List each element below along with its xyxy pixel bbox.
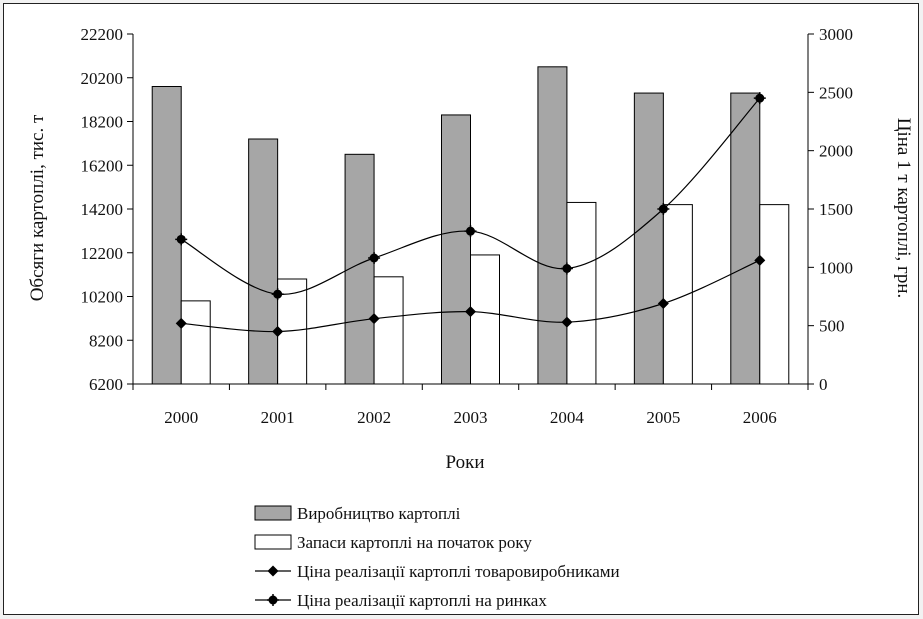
bar-stocks: [566, 201, 597, 385]
x-tick-label: 2000: [164, 408, 198, 427]
legend-marker-cross: [267, 594, 279, 606]
y-axis-right-title: Ціна 1 т картоплі, грн.: [893, 118, 914, 298]
legend-label: Виробництво картоплі: [297, 504, 461, 523]
y-left-tick-label: 18200: [81, 113, 124, 132]
bar-production: [248, 138, 279, 385]
bar-production: [537, 66, 568, 385]
x-axis-title: Роки: [446, 452, 485, 473]
legend-label: Ціна реалізації картоплі товаровиробника…: [297, 562, 620, 581]
y-right-tick-label: 1000: [819, 258, 853, 277]
point-market-price-cross: [560, 262, 573, 275]
legend-swatch: [254, 505, 292, 521]
bar-stocks: [180, 300, 211, 385]
bar-stocks: [759, 204, 790, 385]
x-tick-label: 2002: [357, 408, 391, 427]
point-market-price-cross: [175, 233, 188, 246]
bar-production: [151, 86, 182, 385]
legend: Виробництво картоплі Запаси картоплі на п…: [254, 504, 620, 610]
point-market-price-cross: [753, 92, 766, 105]
y-left-tick-label: 8200: [89, 331, 123, 350]
point-market-price-cross: [271, 288, 284, 301]
y-left-tick-label: 22200: [81, 25, 124, 44]
legend-label: Ціна реалізації картоплі на ринках: [297, 591, 547, 610]
legend-marker: [267, 565, 279, 577]
bar-production: [441, 114, 471, 385]
y-left-tick-label: 16200: [81, 156, 124, 175]
point-market-price-cross: [368, 252, 381, 264]
point-producer-price: [368, 313, 380, 325]
point-producer-price: [657, 298, 669, 309]
point-market-price-cross: [464, 225, 477, 238]
y-right-tick-label: 3000: [819, 25, 853, 44]
bar-production: [730, 92, 761, 385]
point-producer-price: [175, 317, 187, 329]
x-tick-label: 2003: [454, 408, 488, 427]
bar-production: [633, 92, 664, 385]
point-producer-price: [561, 316, 573, 328]
y-axis-left-title: Обсяги картоплі, тис. т: [27, 114, 48, 301]
y-left-tick-label: 14200: [81, 200, 124, 219]
y-right-tick-label: 0: [819, 375, 828, 394]
y-right-tick-label: 2500: [819, 83, 853, 102]
point-producer-price: [465, 306, 476, 318]
bar-stocks: [470, 254, 500, 385]
legend-swatch: [254, 534, 292, 550]
x-tick-label: 2004: [550, 408, 585, 427]
legend-label: Запаси картоплі на початок року: [297, 533, 532, 552]
x-tick-label: 2005: [646, 408, 680, 427]
y-right-tick-label: 1500: [819, 200, 853, 219]
x-tick-label: 2001: [261, 408, 295, 427]
bar-stocks: [373, 276, 404, 385]
y-right-tick-label: 2000: [819, 142, 853, 161]
y-right-tick-label: 500: [819, 317, 845, 336]
y-left-tick-label: 20200: [81, 69, 124, 88]
point-market-price-cross: [657, 203, 670, 215]
x-tick-label: 2006: [743, 408, 777, 427]
y-left-tick-label: 6200: [89, 375, 123, 394]
y-left-tick-label: 10200: [81, 288, 124, 307]
point-producer-price: [272, 326, 284, 337]
point-producer-price: [754, 254, 766, 266]
y-left-tick-label: 12200: [81, 244, 124, 263]
